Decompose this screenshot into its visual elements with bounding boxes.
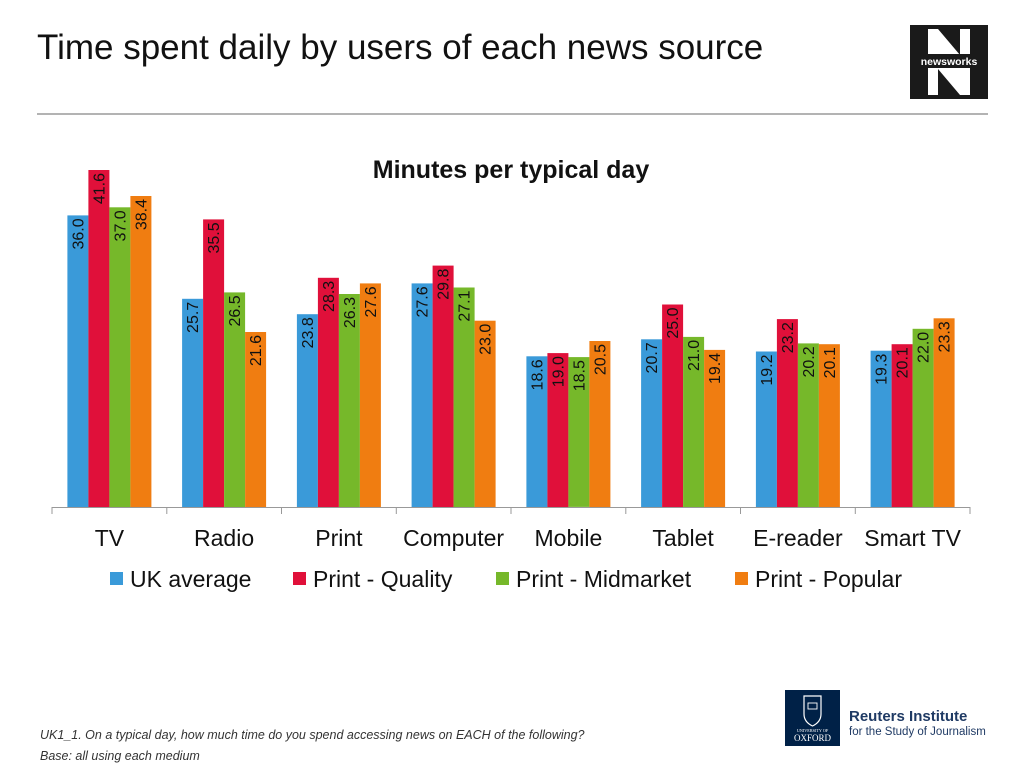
bar-mobile-print-midmarket — [568, 357, 590, 507]
data-label-tv-print-popular: 38.4 — [133, 199, 150, 230]
data-label-print-uk-average: 23.8 — [300, 317, 317, 348]
x-tick-label-computer: Computer — [403, 525, 504, 551]
x-tick-label-radio: Radio — [194, 525, 254, 551]
data-label-radio-print-popular: 21.6 — [248, 335, 265, 366]
bar-mobile-print-quality — [547, 353, 569, 507]
bar-computer-uk-average — [411, 283, 433, 507]
legend-swatch-print-popular — [735, 572, 748, 585]
bar-tv-print-popular — [130, 196, 152, 507]
legend-swatch-print-quality — [293, 572, 306, 585]
bar-e-reader-print-quality — [776, 319, 798, 507]
bar-print-print-midmarket — [338, 294, 360, 507]
data-label-e-reader-uk-average: 19.2 — [759, 354, 776, 385]
data-label-computer-print-midmarket: 27.1 — [457, 290, 474, 321]
bar-computer-print-popular — [474, 320, 496, 507]
data-label-tablet-uk-average: 20.7 — [644, 342, 661, 373]
x-tick-label-print: Print — [315, 525, 363, 551]
data-label-tv-uk-average: 36.0 — [70, 218, 87, 249]
legend-swatch-uk-average — [110, 572, 123, 585]
institute-subtitle: for the Study of Journalism — [849, 726, 986, 738]
x-tick-label-mobile: Mobile — [535, 525, 603, 551]
bar-e-reader-print-midmarket — [797, 343, 819, 507]
data-label-e-reader-print-midmarket: 20.2 — [801, 346, 818, 377]
data-label-print-print-midmarket: 26.3 — [342, 297, 359, 328]
data-label-tablet-print-midmarket: 21.0 — [686, 340, 703, 371]
slide-title: Time spent daily by users of each news s… — [37, 28, 764, 67]
x-tick-label-e-reader: E-reader — [753, 525, 843, 551]
oxford-crest-icon — [803, 695, 822, 727]
bar-smart-tv-print-midmarket — [912, 328, 934, 507]
bar-radio-print-popular — [245, 332, 267, 507]
bar-smart-tv-print-quality — [891, 344, 913, 507]
data-label-smart-tv-print-midmarket: 22.0 — [916, 332, 933, 363]
bar-print-uk-average — [296, 314, 318, 507]
data-label-e-reader-print-quality: 23.2 — [780, 322, 797, 353]
bar-e-reader-print-popular — [818, 344, 840, 507]
data-label-mobile-print-popular: 20.5 — [592, 344, 609, 375]
legend-label-print-midmarket: Print - Midmarket — [516, 566, 692, 592]
data-label-tv-print-midmarket: 37.0 — [112, 210, 129, 241]
x-tick-label-tv: TV — [95, 525, 125, 551]
data-label-computer-print-quality: 29.8 — [436, 268, 453, 299]
data-label-mobile-print-quality: 19.0 — [550, 356, 567, 387]
bar-mobile-uk-average — [526, 356, 548, 507]
bar-tv-print-quality — [88, 170, 110, 507]
data-label-tv-print-quality: 41.6 — [91, 173, 108, 204]
legend-label-uk-average: UK average — [130, 566, 251, 592]
bar-mobile-print-popular — [589, 341, 611, 507]
data-label-computer-print-popular: 23.0 — [478, 324, 495, 355]
oxford-logo: UNIVERSITY OF OXFORD — [785, 690, 840, 746]
newsworks-logo: newsworks — [910, 25, 988, 99]
data-label-radio-print-quality: 35.5 — [206, 222, 223, 253]
data-label-print-print-quality: 28.3 — [321, 281, 338, 312]
x-axis: TV Radio Print Computer Mobile Tablet E-reader… — [51, 507, 971, 551]
bar-smart-tv-uk-average — [870, 350, 892, 507]
legend-label-print-quality: Print - Quality — [313, 566, 453, 592]
bar-smart-tv-print-popular — [933, 318, 955, 507]
data-label-e-reader-print-popular: 20.1 — [822, 347, 839, 378]
newsworks-logo-text: newsworks — [921, 56, 978, 68]
bar-e-reader-uk-average — [755, 351, 777, 507]
footnote-base: Base: all using each medium — [40, 749, 200, 763]
data-label-mobile-print-midmarket: 18.5 — [571, 360, 588, 391]
title-divider — [37, 113, 988, 115]
footnote-question: UK1_1. On a typical day, how much time d… — [40, 728, 585, 742]
data-label-smart-tv-print-popular: 23.3 — [937, 321, 954, 352]
legend: UK average Print - Quality Print - Midmark… — [110, 566, 902, 592]
data-label-radio-print-midmarket: 26.5 — [227, 295, 244, 326]
reuters-institute-logo: Reuters Institute for the Study of Journ… — [849, 708, 986, 740]
bar-chart: Minutes per typical day 36.041.637.0 38.4… — [51, 156, 971, 592]
bar-tablet-print-midmarket — [683, 336, 705, 507]
data-label-radio-uk-average: 25.7 — [185, 302, 202, 333]
institute-name: Reuters Institute — [849, 708, 968, 725]
data-label-smart-tv-uk-average: 19.3 — [874, 354, 891, 385]
data-label-mobile-uk-average: 18.6 — [529, 359, 546, 390]
bar-radio-print-quality — [203, 219, 225, 507]
bar-computer-print-quality — [432, 265, 454, 507]
svg-text:OXFORD: OXFORD — [794, 733, 832, 743]
bars-layer: 36.041.637.0 38.4 25.7 35.5 26.521.6 23.828.3… — [67, 170, 955, 508]
svg-text:UNIVERSITY OF: UNIVERSITY OF — [797, 728, 829, 733]
bar-print-print-quality — [317, 277, 339, 507]
legend-label-print-popular: Print - Popular — [755, 566, 902, 592]
data-label-print-print-popular: 27.6 — [363, 286, 380, 317]
legend-swatch-print-midmarket — [496, 572, 509, 585]
bar-print-print-popular — [359, 283, 381, 507]
x-tick-label-tablet: Tablet — [652, 525, 714, 551]
x-tick-label-smart-tv: Smart TV — [864, 525, 961, 551]
data-label-tablet-print-popular: 19.4 — [707, 353, 724, 384]
footnote: UK1_1. On a typical day, how much time d… — [40, 725, 585, 767]
bar-tablet-print-popular — [704, 349, 726, 507]
bar-tv-print-midmarket — [109, 207, 131, 508]
chart-title: Minutes per typical day — [373, 156, 650, 184]
bar-computer-print-midmarket — [453, 287, 475, 507]
bar-tablet-print-quality — [662, 304, 684, 507]
data-label-smart-tv-print-quality: 20.1 — [895, 347, 912, 378]
data-label-computer-uk-average: 27.6 — [415, 286, 432, 317]
bar-radio-uk-average — [182, 298, 204, 507]
data-label-tablet-print-quality: 25.0 — [665, 307, 682, 338]
bar-tv-uk-average — [67, 215, 89, 507]
bar-tablet-uk-average — [641, 339, 663, 507]
bar-radio-print-midmarket — [224, 292, 246, 507]
